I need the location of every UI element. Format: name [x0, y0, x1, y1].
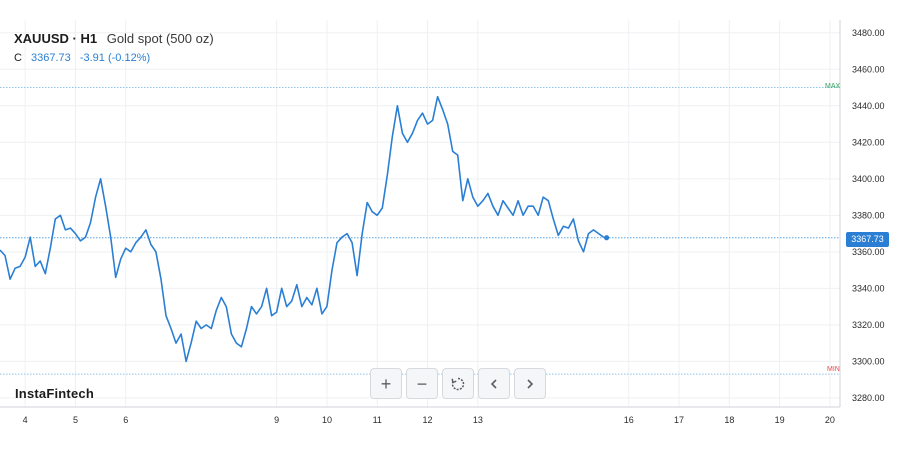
minus-icon: − — [416, 373, 428, 394]
x-tick-label: 16 — [624, 415, 634, 425]
chart-grid — [0, 20, 840, 407]
x-tick-label: 4 — [23, 415, 28, 425]
y-tick-label: 3360.00 — [852, 247, 885, 257]
zoom-out-button[interactable]: − — [406, 368, 438, 399]
x-tick-label: 18 — [724, 415, 734, 425]
y-tick-label: 3480.00 — [852, 28, 885, 38]
x-tick-label: 11 — [373, 415, 382, 425]
y-tick-label: 3440.00 — [852, 101, 885, 111]
instrument-description: Gold spot (500 oz) — [106, 31, 214, 46]
x-tick-label: 10 — [322, 415, 332, 425]
x-tick-label: 12 — [423, 415, 433, 425]
zoom-in-button[interactable]: + — [370, 368, 402, 399]
y-axis-ticks: 3280.00 3300.00 3320.00 3340.00 3360.00 3380.… — [852, 28, 885, 403]
brand-logo: InstaFintech — [15, 386, 94, 401]
x-tick-label: 5 — [73, 415, 78, 425]
y-tick-label: 3460.00 — [852, 64, 885, 74]
chevron-left-icon — [490, 378, 497, 389]
y-tick-label: 3340.00 — [852, 283, 885, 293]
chevron-right-icon — [527, 378, 534, 389]
x-axis-ticks: 4 5 6 9 10 11 12 13 16 17 18 19 20 — [23, 415, 835, 425]
max-label: MAX — [825, 83, 841, 90]
plus-icon: + — [380, 373, 392, 394]
y-tick-label: 3280.00 — [852, 393, 885, 403]
x-tick-label: 9 — [274, 415, 279, 425]
y-tick-label: 3300.00 — [852, 356, 885, 366]
reset-button[interactable] — [442, 368, 474, 399]
scroll-forward-button[interactable] — [514, 368, 546, 399]
min-label: MIN — [827, 366, 840, 373]
symbol-label: XAUUSD · H1 — [14, 31, 98, 46]
y-tick-label: 3420.00 — [852, 137, 885, 147]
close-label: C — [14, 52, 22, 64]
chart-header: XAUUSD · H1 Gold spot (500 oz) — [14, 31, 214, 46]
price-series-line — [0, 95, 605, 363]
chart-axes — [0, 20, 841, 408]
reset-icon — [451, 377, 465, 390]
x-tick-label: 19 — [775, 415, 785, 425]
close-value: 3367.73 — [31, 52, 71, 64]
y-tick-label: 3380.00 — [852, 210, 885, 220]
scroll-back-button[interactable] — [478, 368, 510, 399]
last-price-dot — [603, 235, 610, 241]
chart-toolbar: + − — [370, 368, 546, 399]
price-change: -3.91 (-0.12%) — [79, 52, 151, 64]
y-tick-label: 3320.00 — [852, 320, 885, 330]
quote-line: C 3367.73 -3.91 (-0.12%) — [14, 52, 150, 64]
x-tick-label: 17 — [674, 415, 684, 425]
last-price-tag: 3367.73 — [846, 232, 889, 247]
x-tick-label: 13 — [473, 415, 483, 425]
x-tick-label: 20 — [825, 415, 835, 425]
x-tick-label: 6 — [123, 415, 128, 425]
y-tick-label: 3400.00 — [852, 174, 885, 184]
